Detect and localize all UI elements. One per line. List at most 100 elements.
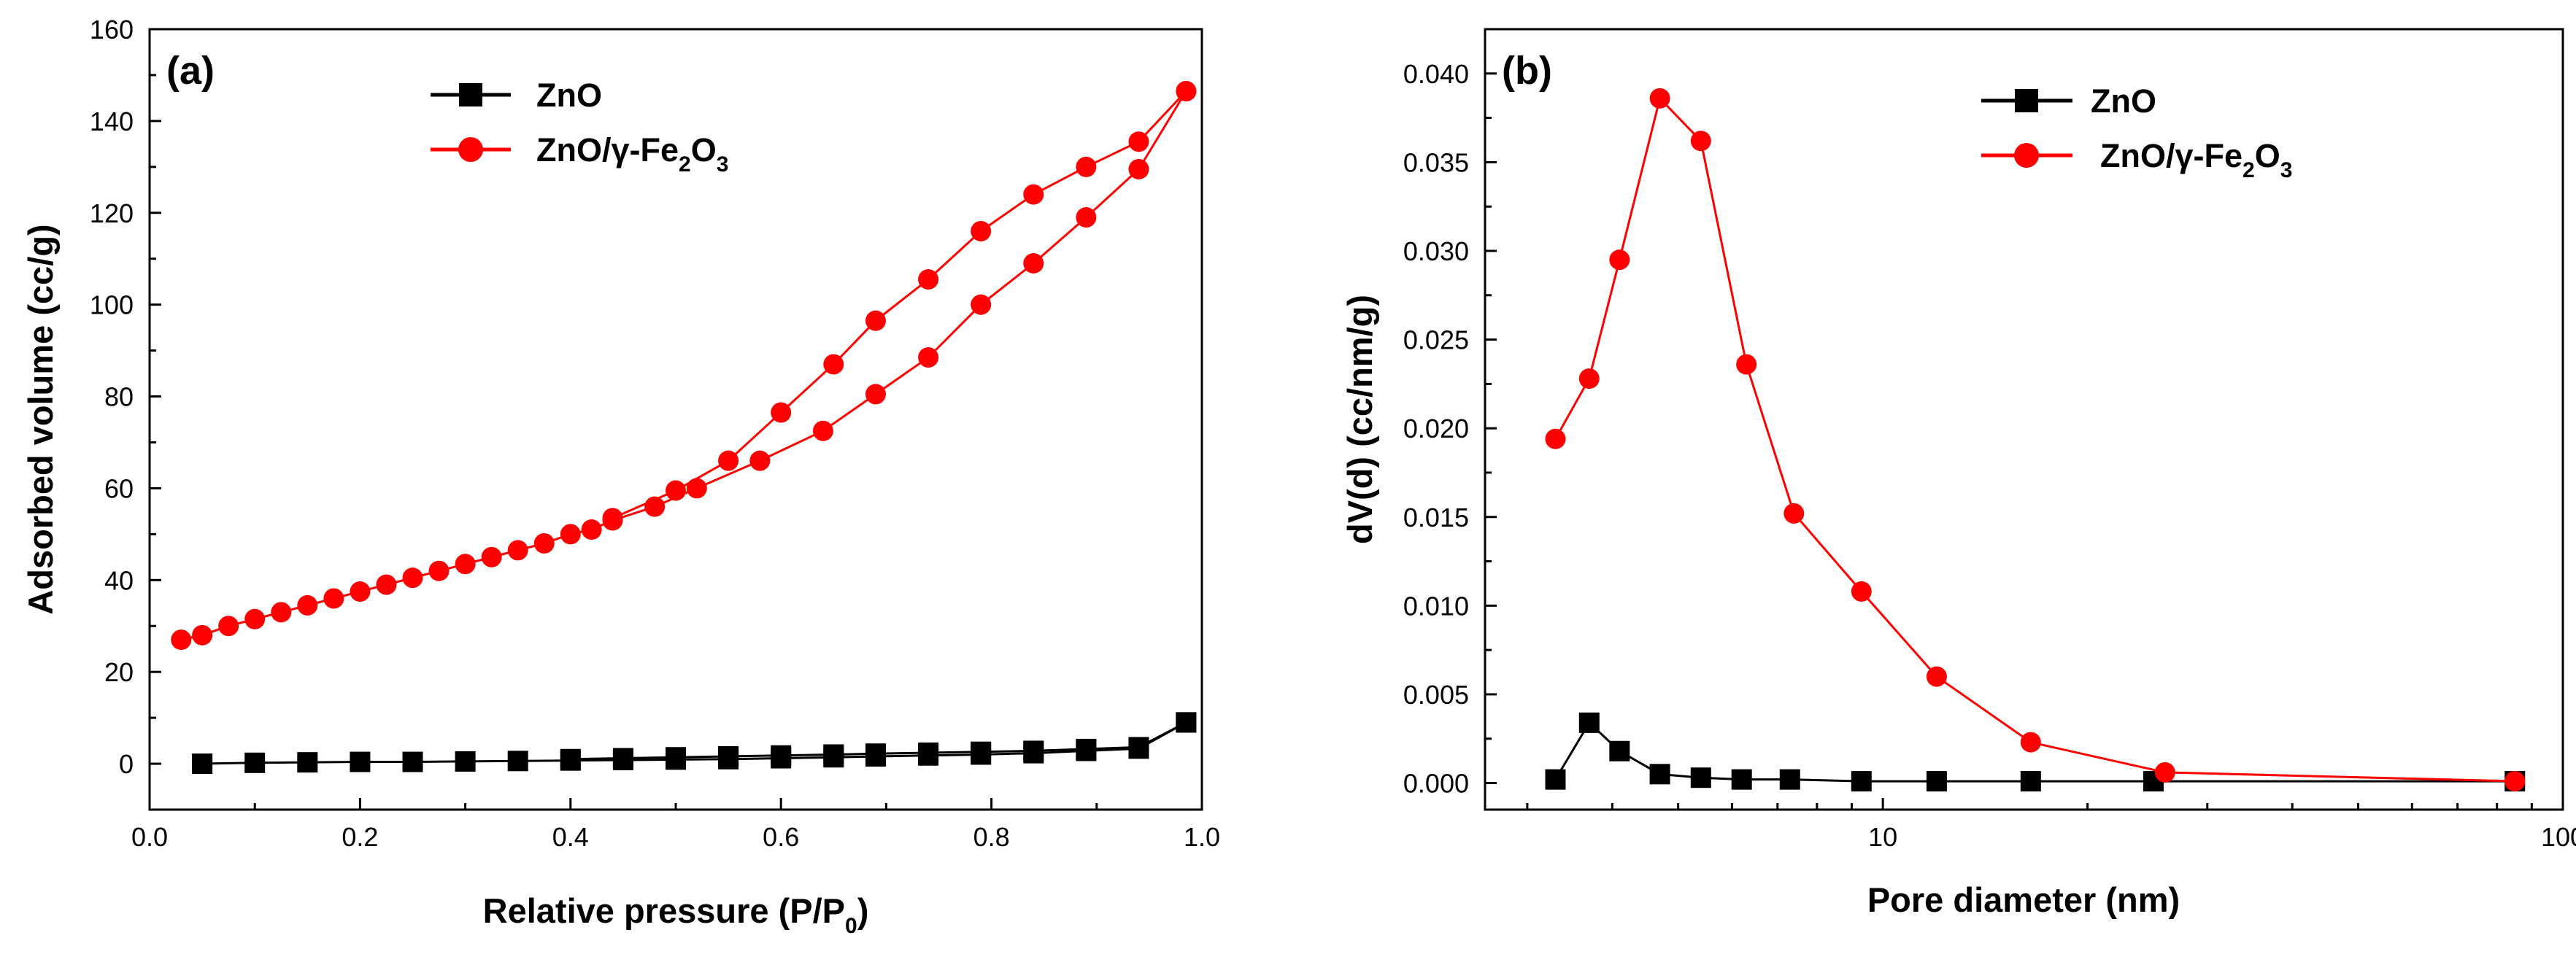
panel-b-point-zno-fe2o3	[1649, 88, 1670, 109]
panel-a-label: (a)	[166, 49, 215, 93]
panel-a-point-zno-fe2o3	[718, 450, 739, 471]
panel-a-point-zno-fe2o3	[1076, 156, 1097, 177]
panel-a-point-zno	[350, 751, 371, 772]
panel-a-point-zno	[192, 753, 213, 775]
panel-b-y-axis-title: dV(d) (cc/nm/g)	[1341, 295, 1379, 544]
panel-b-legend-marker-zno-fe2o3	[2014, 143, 2039, 168]
panel-b-point-zno	[1545, 769, 1566, 790]
panel-a-point-zno-fe2o3	[749, 450, 771, 471]
panel-a-point-zno-fe2o3	[481, 546, 502, 567]
panel-b-y-tick-label: 0.020	[1403, 414, 1469, 443]
panel-b-point-zno-fe2o3	[2504, 771, 2526, 792]
panel-b-point-zno	[1779, 769, 1800, 790]
panel-a-y-axis-title: Adsorbed volume (cc/g)	[21, 224, 60, 614]
panel-a-point-zno	[244, 752, 266, 773]
panel-a-y-tick-label: 160	[90, 15, 134, 44]
panel-a-point-zno	[455, 751, 476, 772]
panel-a-y-tick-label: 100	[90, 290, 134, 320]
panel-a-point-zno	[612, 748, 633, 769]
panel-a-point-zno-fe2o3	[402, 567, 423, 589]
panel-a-point-zno-fe2o3	[192, 624, 213, 646]
panel-a-point-zno	[718, 745, 739, 767]
panel-b-point-zno-fe2o3	[1609, 249, 1630, 271]
panel-b-y-ticks: 0.000 0.005 0.010 0.015 0.020 0.025 0.030 0.035…	[1403, 28, 1497, 799]
panel-a-point-zno	[560, 748, 581, 770]
panel-b-y-tick-label: 0.025	[1403, 325, 1469, 355]
panel-a-point-zno-fe2o3	[507, 540, 528, 561]
panel-b-x-axis-title: Pore diameter (nm)	[1867, 880, 2180, 919]
panel-b-legend-item-zno: ZnO	[1981, 82, 2156, 120]
panel-a-point-zno-fe2o3	[1076, 207, 1097, 228]
panel-a-point-zno-fe2o3	[918, 269, 939, 290]
panel-b-point-zno-fe2o3	[1851, 581, 1872, 602]
panel-b-point-zno	[1690, 767, 1711, 788]
panel-a-point-zno	[297, 752, 318, 773]
panel-a-point-zno-fe2o3	[971, 220, 992, 241]
panel-a-point-zno-fe2o3	[581, 519, 602, 540]
panel-b-point-zno	[1649, 764, 1670, 785]
panel-a-point-zno-fe2o3	[1023, 184, 1044, 205]
panel-a-point-zno-fe2o3	[244, 608, 266, 629]
panel-a-series-zno-fe2o3	[171, 80, 1197, 651]
panel-b-y-tick-label: 0.010	[1403, 591, 1469, 621]
panel-a-isotherm: 0.0 0.2 0.4 0.6 0.8 1.0 0 20 40 60 80 100 120 140 160…	[21, 15, 1220, 938]
panel-a-point-zno-fe2o3	[171, 629, 192, 651]
panel-a-point-zno-fe2o3	[455, 554, 476, 575]
panel-a-point-zno	[1176, 712, 1197, 733]
panel-a-point-zno-fe2o3	[271, 602, 292, 623]
panel-a-point-zno	[1128, 737, 1149, 758]
panel-a-point-zno	[402, 751, 423, 772]
panel-a-x-ticks: 0.0 0.2 0.4 0.6 0.8 1.0	[131, 798, 1220, 852]
panel-b-line-zno-fe2o3	[1554, 96, 2515, 783]
panel-a-point-zno-fe2o3	[823, 354, 844, 375]
panel-b-series-zno	[1545, 712, 2526, 792]
panel-a-point-zno-fe2o3	[428, 560, 450, 581]
panel-a-point-zno	[918, 742, 939, 763]
panel-a-point-zno-fe2o3	[865, 310, 886, 331]
panel-b-point-zno-fe2o3	[1578, 368, 1600, 390]
panel-b-pore-distribution: 10 100 0.000 0.005 0.010 0.015 0.020 0.025 0.03…	[1341, 28, 2576, 919]
panel-a-point-zno-fe2o3	[971, 294, 992, 315]
panel-b-point-zno	[1851, 771, 1872, 792]
panel-b-point-zno	[1609, 740, 1630, 761]
panel-b-legend-label-zno: ZnO	[2091, 82, 2156, 120]
panel-b-y-tick-label: 0.040	[1403, 59, 1469, 89]
panel-a-series	[171, 80, 1197, 775]
panel-a-series-zno	[192, 712, 1197, 775]
panel-b-y-tick-label: 0.030	[1403, 236, 1469, 266]
panel-a-point-zno	[823, 744, 844, 765]
panel-a-point-zno-fe2o3	[686, 478, 707, 499]
panel-a-legend: ZnO ZnO/γ-Fe2O3	[431, 77, 728, 177]
panel-b-legend-marker-zno	[2015, 89, 2038, 112]
panel-a-y-ticks: 0 20 40 60 80 100 120 140 160	[90, 15, 161, 811]
panel-a-point-zno-fe2o3	[602, 508, 623, 529]
panel-a-point-zno-fe2o3	[1023, 253, 1044, 274]
panel-a-point-zno-fe2o3	[218, 616, 239, 637]
panel-a-x-tick-label: 0.4	[552, 822, 589, 852]
panel-b-point-zno	[1578, 712, 1600, 733]
panel-a-point-zno	[666, 747, 686, 768]
panel-a-point-zno-fe2o3	[376, 574, 397, 595]
panel-b-legend-item-zno-fe2o3: ZnO/γ-Fe2O3	[1981, 137, 2292, 182]
panel-a-y-tick-label: 140	[90, 106, 134, 136]
panel-a-y-tick-label: 0	[119, 749, 134, 779]
panel-a-point-zno-fe2o3	[865, 384, 886, 405]
panel-a-y-tick-label: 60	[104, 473, 134, 503]
panel-b-y-tick-label: 0.015	[1403, 503, 1469, 532]
panel-b-x-tick-label: 10	[1868, 822, 1897, 852]
panel-a-point-zno-fe2o3	[1128, 131, 1149, 152]
panel-b-series-zno-fe2o3	[1545, 88, 2526, 792]
panel-a-point-zno	[1076, 738, 1097, 759]
panel-b-frame	[1484, 28, 2564, 811]
panel-a-point-zno-fe2o3	[771, 402, 792, 423]
panel-b-point-zno-fe2o3	[2154, 761, 2175, 783]
panel-b-point-zno	[2020, 771, 2041, 792]
panel-a-point-zno-fe2o3	[533, 532, 555, 554]
panel-b-point-zno	[1926, 771, 1947, 792]
panel-a-x-tick-label: 0.6	[763, 822, 799, 852]
panel-a-y-tick-label: 80	[104, 382, 134, 412]
panel-a-point-zno	[771, 745, 792, 766]
panel-b-x-tick-label: 100	[2541, 822, 2576, 852]
panel-a-x-tick-label: 1.0	[1184, 822, 1220, 852]
panel-a-legend-marker-zno	[459, 83, 482, 106]
